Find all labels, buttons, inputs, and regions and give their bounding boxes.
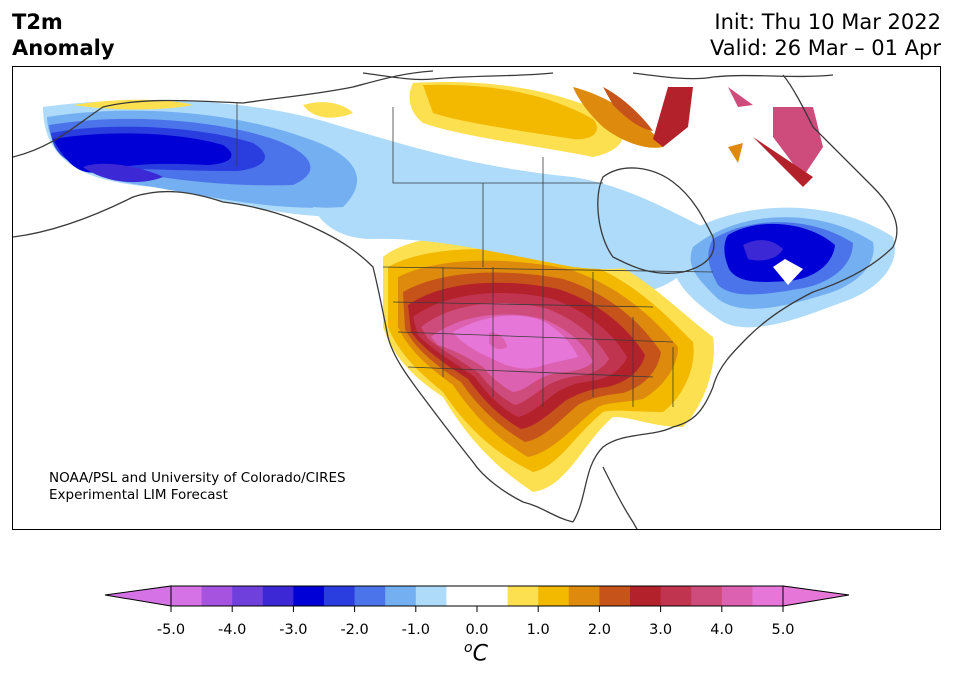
colorbar-tick-label: 2.0 [587,622,611,638]
colorbar-cell [507,586,539,606]
valid-range: Valid: 26 Mar – 01 Apr [710,36,941,60]
credit-line-1: NOAA/PSL and University of Colorado/CIRE… [49,470,346,486]
colorbar-low-extend [104,585,172,607]
colorbar-cell [538,586,570,606]
colorbar-cell [630,586,662,606]
anomaly-map [12,66,941,530]
colorbar-tick-label: -4.0 [218,622,247,638]
colorbar-cell [232,586,264,606]
colorbar-cell [568,586,600,606]
colorbar-cell [752,586,784,606]
cold-band-canada [313,207,673,269]
colorbar-cell [354,586,386,606]
colorbar-cell [599,586,631,606]
title-line-1: T2m [12,10,63,34]
title-line-2: Anomaly [12,36,115,60]
cold-anomaly-quebec [671,207,895,328]
colorbar-tick-label: 4.0 [710,622,734,638]
unit-degree: o [464,640,473,656]
colorbar-tick-label: -3.0 [279,622,308,638]
coastlines [13,70,898,529]
colorbar-tick-label: 0.0 [465,622,489,638]
colorbar-cells [171,586,784,606]
credit-line-2: Experimental LIM Forecast [49,487,228,503]
warm-anomaly-central-us [383,235,714,492]
colorbar-cell [660,586,692,606]
colorbar-high-extend [782,585,850,607]
colorbar-tick-label: 5.0 [771,622,795,638]
map-title: T2m Anomaly [12,9,115,61]
borders [236,103,714,407]
colorbar-cell [691,586,723,606]
colorbar-cell [324,586,356,606]
unit-symbol: C [472,641,488,667]
colorbar [104,585,850,612]
colorbar-tick-label: -2.0 [340,622,369,638]
colorbar-cell [293,586,325,606]
colorbar-cell [721,586,753,606]
unit-label: oC [464,640,488,666]
colorbar-cell [385,586,417,606]
colorbar-cell [262,586,294,606]
init-date: Init: Thu 10 Mar 2022 [714,10,941,34]
colorbar-cell [415,586,447,606]
colorbar-cell [171,586,203,606]
colorbar-tick-label: 3.0 [649,622,673,638]
forecast-dates: Init: Thu 10 Mar 2022 Valid: 26 Mar – 01… [710,9,941,61]
colorbar-tick-label: -1.0 [401,622,430,638]
credit-text: NOAA/PSL and University of Colorado/CIRE… [49,470,346,504]
colorbar-ticks [170,606,784,612]
colorbar-tick-label: -5.0 [156,622,186,638]
colorbar-cell [446,586,478,606]
colorbar-cell [477,586,509,606]
colorbar-tick-label: 1.0 [526,622,550,638]
map-svg [13,70,898,529]
colorbar-cell [201,586,233,606]
